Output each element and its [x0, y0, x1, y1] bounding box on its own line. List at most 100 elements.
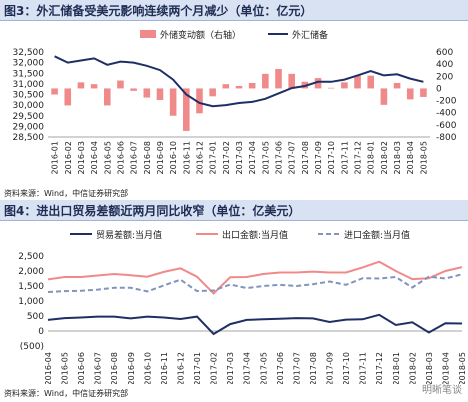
bar-reserve-change — [235, 86, 243, 89]
x-axis-tick: 2018-02 — [380, 141, 389, 174]
x-axis-tick: 2016-06 — [77, 352, 86, 384]
y-axis-tick: 0 — [38, 327, 44, 337]
x-axis-tick: 2016-05 — [103, 141, 112, 174]
left-axis-tick: 30,000 — [13, 101, 45, 111]
x-axis-tick: 2017-11 — [340, 141, 349, 174]
watermark: 明晰笔谈 — [422, 385, 462, 396]
x-axis-tick: 2017-09 — [314, 141, 323, 174]
chart2-title-bar: 图4：进出口贸易差额近两月同比收窄（单位：亿美元） — [0, 200, 468, 221]
x-axis-tick: 2016-04 — [44, 352, 53, 384]
x-axis-tick: 2016-09 — [156, 141, 165, 174]
left-axis-tick: 31,000 — [13, 80, 45, 90]
bar-reserve-change — [262, 73, 269, 89]
x-axis-tick: 2017-04 — [243, 352, 252, 384]
x-axis-tick: 2016-07 — [94, 352, 103, 384]
x-axis-tick: 2017-03 — [226, 352, 235, 384]
bar-reserve-change — [51, 88, 58, 95]
bar-reserve-change — [420, 88, 427, 97]
x-axis-tick: 2017-02 — [222, 141, 231, 174]
left-axis-tick: 29,500 — [13, 112, 45, 122]
bar-reserve-change — [406, 88, 414, 100]
x-axis-tick: 2017-06 — [276, 352, 285, 384]
line-trade-balance — [47, 313, 463, 336]
bar-reserve-change — [130, 88, 137, 91]
bar-reserve-change — [380, 88, 388, 105]
y-axis-tick: 500 — [27, 312, 44, 322]
bar-reserve-change — [248, 82, 256, 89]
x-axis-tick: 2017-01 — [209, 141, 218, 174]
x-axis-tick: 2016-07 — [130, 141, 139, 174]
x-axis-tick: 2016-08 — [143, 141, 152, 174]
bar-reserve-change — [143, 88, 151, 98]
x-axis-tick: 2018-01 — [367, 141, 376, 174]
legend-line-label: 外汇储备 — [292, 29, 328, 41]
x-axis-tick: 2016-10 — [169, 141, 178, 174]
bar-reserve-change — [354, 75, 361, 89]
x-axis-tick: 2016-12 — [176, 352, 185, 384]
x-axis-tick: 2016-11 — [182, 141, 191, 174]
x-axis-tick: 2016-09 — [127, 352, 136, 384]
right-axis-tick: 200 — [436, 72, 453, 82]
legend-trade-label: 贸易差额:当月值 — [96, 229, 162, 241]
x-axis-tick: 2018-04 — [441, 352, 450, 384]
bar-reserve-change — [103, 88, 111, 106]
line-fx-reserves — [54, 55, 424, 108]
x-axis-tick: 2016-03 — [77, 141, 86, 174]
bar-reserve-change — [169, 88, 177, 116]
y-axis-tick: 2,000 — [18, 267, 44, 277]
left-axis-tick: 32,500 — [13, 48, 45, 58]
x-axis-tick: 2016-04 — [90, 141, 99, 174]
x-axis-tick: 2016-01 — [51, 141, 60, 174]
x-axis-tick: 2017-05 — [259, 352, 268, 384]
legend-bar-label: 外储变动额（右轴） — [160, 29, 241, 41]
left-axis-tick: 29,000 — [13, 122, 45, 132]
chart2-svg: 贸易差额:当月值 出口金额:当月值 进口金额:当月值 2,500 2,000 1,500 1… — [18, 229, 467, 384]
x-axis-tick: 2018-05 — [458, 352, 467, 384]
left-axis-tick: 31,500 — [13, 69, 45, 79]
x-axis-tick: 2018-05 — [419, 141, 428, 174]
x-axis-tick: 2017-03 — [235, 141, 244, 174]
right-axis-tick: -200 — [436, 97, 457, 107]
bar-reserve-change — [275, 69, 282, 89]
x-axis-tick: 2017-07 — [292, 352, 301, 384]
x-axis-tick: 2018-02 — [408, 352, 417, 384]
bar-reserve-change — [196, 88, 203, 114]
legend-bar-swatch — [140, 30, 156, 38]
bar-reserve-change — [341, 82, 348, 89]
x-axis-tick: 2017-05 — [261, 141, 270, 174]
left-axis-tick: 28,500 — [13, 133, 45, 143]
x-axis-tick: 2017-09 — [326, 352, 335, 384]
bar-reserve-change — [393, 82, 401, 89]
x-axis-tick: 2016-12 — [195, 141, 204, 174]
x-axis-tick: 2018-03 — [425, 352, 434, 384]
y-axis-tick: (500) — [20, 342, 44, 352]
right-axis-tick: 0 — [436, 84, 442, 94]
x-axis-tick: 2017-08 — [309, 352, 318, 384]
bar-reserve-change — [64, 88, 72, 106]
bar-reserve-change — [209, 88, 216, 97]
x-axis-tick: 2017-06 — [275, 141, 284, 174]
x-axis-tick: 2017-10 — [342, 352, 351, 384]
bar-reserve-change — [288, 73, 295, 89]
left-axis-tick: 32,000 — [13, 59, 45, 69]
x-axis-tick: 2017-12 — [354, 141, 363, 174]
right-axis-tick: -400 — [436, 109, 457, 119]
bar-reserve-change — [314, 78, 322, 89]
x-axis-tick: 2016-05 — [61, 352, 70, 384]
line-imports — [47, 273, 463, 293]
bar-reserve-change — [117, 80, 124, 89]
bar-reserve-change — [77, 82, 85, 89]
right-axis-tick: 600 — [436, 48, 453, 58]
x-axis-tick: 2017-12 — [375, 352, 384, 384]
y-axis-tick: 1,000 — [18, 297, 44, 307]
bar-reserve-change — [183, 88, 190, 131]
chart2-source: 资料来源：Wind，中信证券研究部 — [4, 389, 129, 398]
x-axis-tick: 2016-02 — [64, 141, 73, 174]
x-axis-tick: 2017-08 — [301, 141, 310, 174]
chart1-source: 资料来源：Wind，中信证券研究部 — [4, 189, 129, 198]
right-axis-tick: -600 — [436, 121, 457, 131]
x-axis-tick: 2016-11 — [160, 352, 169, 384]
x-axis-tick: 2017-01 — [193, 352, 202, 384]
right-axis-tick: -800 — [436, 133, 457, 143]
